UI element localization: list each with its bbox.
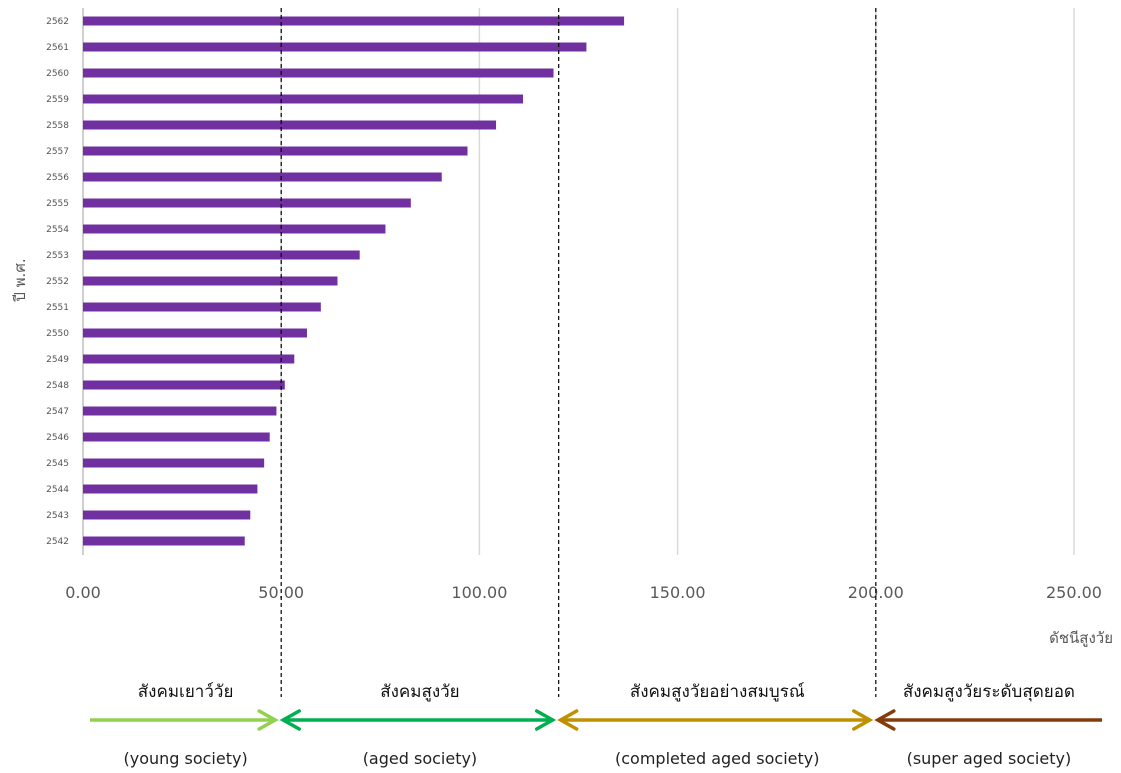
zone-arrowhead [874, 709, 896, 731]
zone-arrowhead [534, 709, 557, 731]
y-axis-title: ปี พ.ศ. [11, 258, 29, 302]
x-tick-label: 250.00 [1046, 583, 1102, 602]
zone-label-en: (young society) [123, 749, 247, 768]
y-tick-label: 2556 [46, 173, 69, 183]
y-tick-label: 2561 [46, 43, 69, 53]
y-tick-label: 2558 [46, 121, 69, 131]
zone-arrowhead [557, 709, 579, 731]
zone-label-en: (super aged society) [907, 749, 1072, 768]
y-tick-label: 2555 [46, 199, 69, 209]
y-tick-label: 2554 [46, 225, 69, 235]
zone-label-th: สังคมเยาว์วัย [138, 682, 234, 702]
y-tick-label: 2544 [46, 485, 69, 495]
threshold-lines [280, 8, 877, 697]
bar [83, 68, 554, 78]
society-zones: สังคมเยาว์วัย (young society) สังคมสูงวัย (… [90, 682, 1102, 768]
zone-label-en: (aged society) [363, 749, 477, 768]
y-tick-label: 2542 [46, 537, 69, 547]
y-tick-label: 2560 [46, 69, 69, 79]
y-tick-label: 2557 [46, 147, 69, 157]
bar [83, 432, 270, 442]
y-tick-label: 2549 [46, 355, 69, 365]
zone-arrowhead [257, 709, 279, 731]
x-axis-title: ดัชนีสูงวัย [1049, 629, 1113, 647]
bar [83, 42, 587, 52]
y-tick-label: 2551 [46, 303, 69, 313]
y-tick-labels: 2542 2543 2544 2545 2546 2547 2548 2549 2550 2551… [46, 17, 69, 547]
bar [83, 458, 265, 468]
bar [83, 276, 338, 286]
zone-label-th: สังคมสูงวัยระดับสุดยอด [903, 682, 1075, 702]
bar [83, 16, 625, 26]
bar [83, 198, 411, 208]
bar [83, 536, 245, 546]
bar [83, 354, 295, 364]
y-tick-label: 2552 [46, 277, 69, 287]
zone-arrowhead [279, 709, 301, 731]
bar [83, 120, 497, 130]
y-tick-label: 2547 [46, 407, 69, 417]
bar [83, 406, 277, 416]
y-tick-label: 2550 [46, 329, 69, 339]
bar [83, 302, 321, 312]
y-tick-label: 2546 [46, 433, 69, 443]
zone-label-th: สังคมสูงวัย [380, 682, 459, 702]
bar [83, 94, 524, 104]
bar [83, 250, 360, 260]
y-tick-label: 2562 [46, 17, 69, 27]
y-tick-label: 2559 [46, 95, 69, 105]
x-tick-labels: 0.00 50.00 100.00 150.00 200.00 250.00 [65, 583, 1102, 602]
y-tick-label: 2553 [46, 251, 69, 261]
zone-label-en: (completed aged society) [615, 749, 819, 768]
y-tick-label: 2543 [46, 511, 69, 521]
bar [83, 328, 307, 338]
bar [83, 146, 468, 156]
bar [83, 380, 285, 390]
zone-arrowhead [852, 709, 874, 731]
bar [83, 484, 258, 494]
bar [83, 224, 386, 234]
bars [83, 16, 625, 546]
bar [83, 510, 251, 520]
zone-label-th: สังคมสูงวัยอย่างสมบูรณ์ [630, 682, 805, 702]
y-tick-label: 2545 [46, 459, 69, 469]
x-tick-label: 100.00 [451, 583, 507, 602]
y-tick-label: 2548 [46, 381, 69, 391]
bar [83, 172, 442, 182]
x-tick-label: 150.00 [650, 583, 706, 602]
x-tick-label: 0.00 [65, 583, 101, 602]
